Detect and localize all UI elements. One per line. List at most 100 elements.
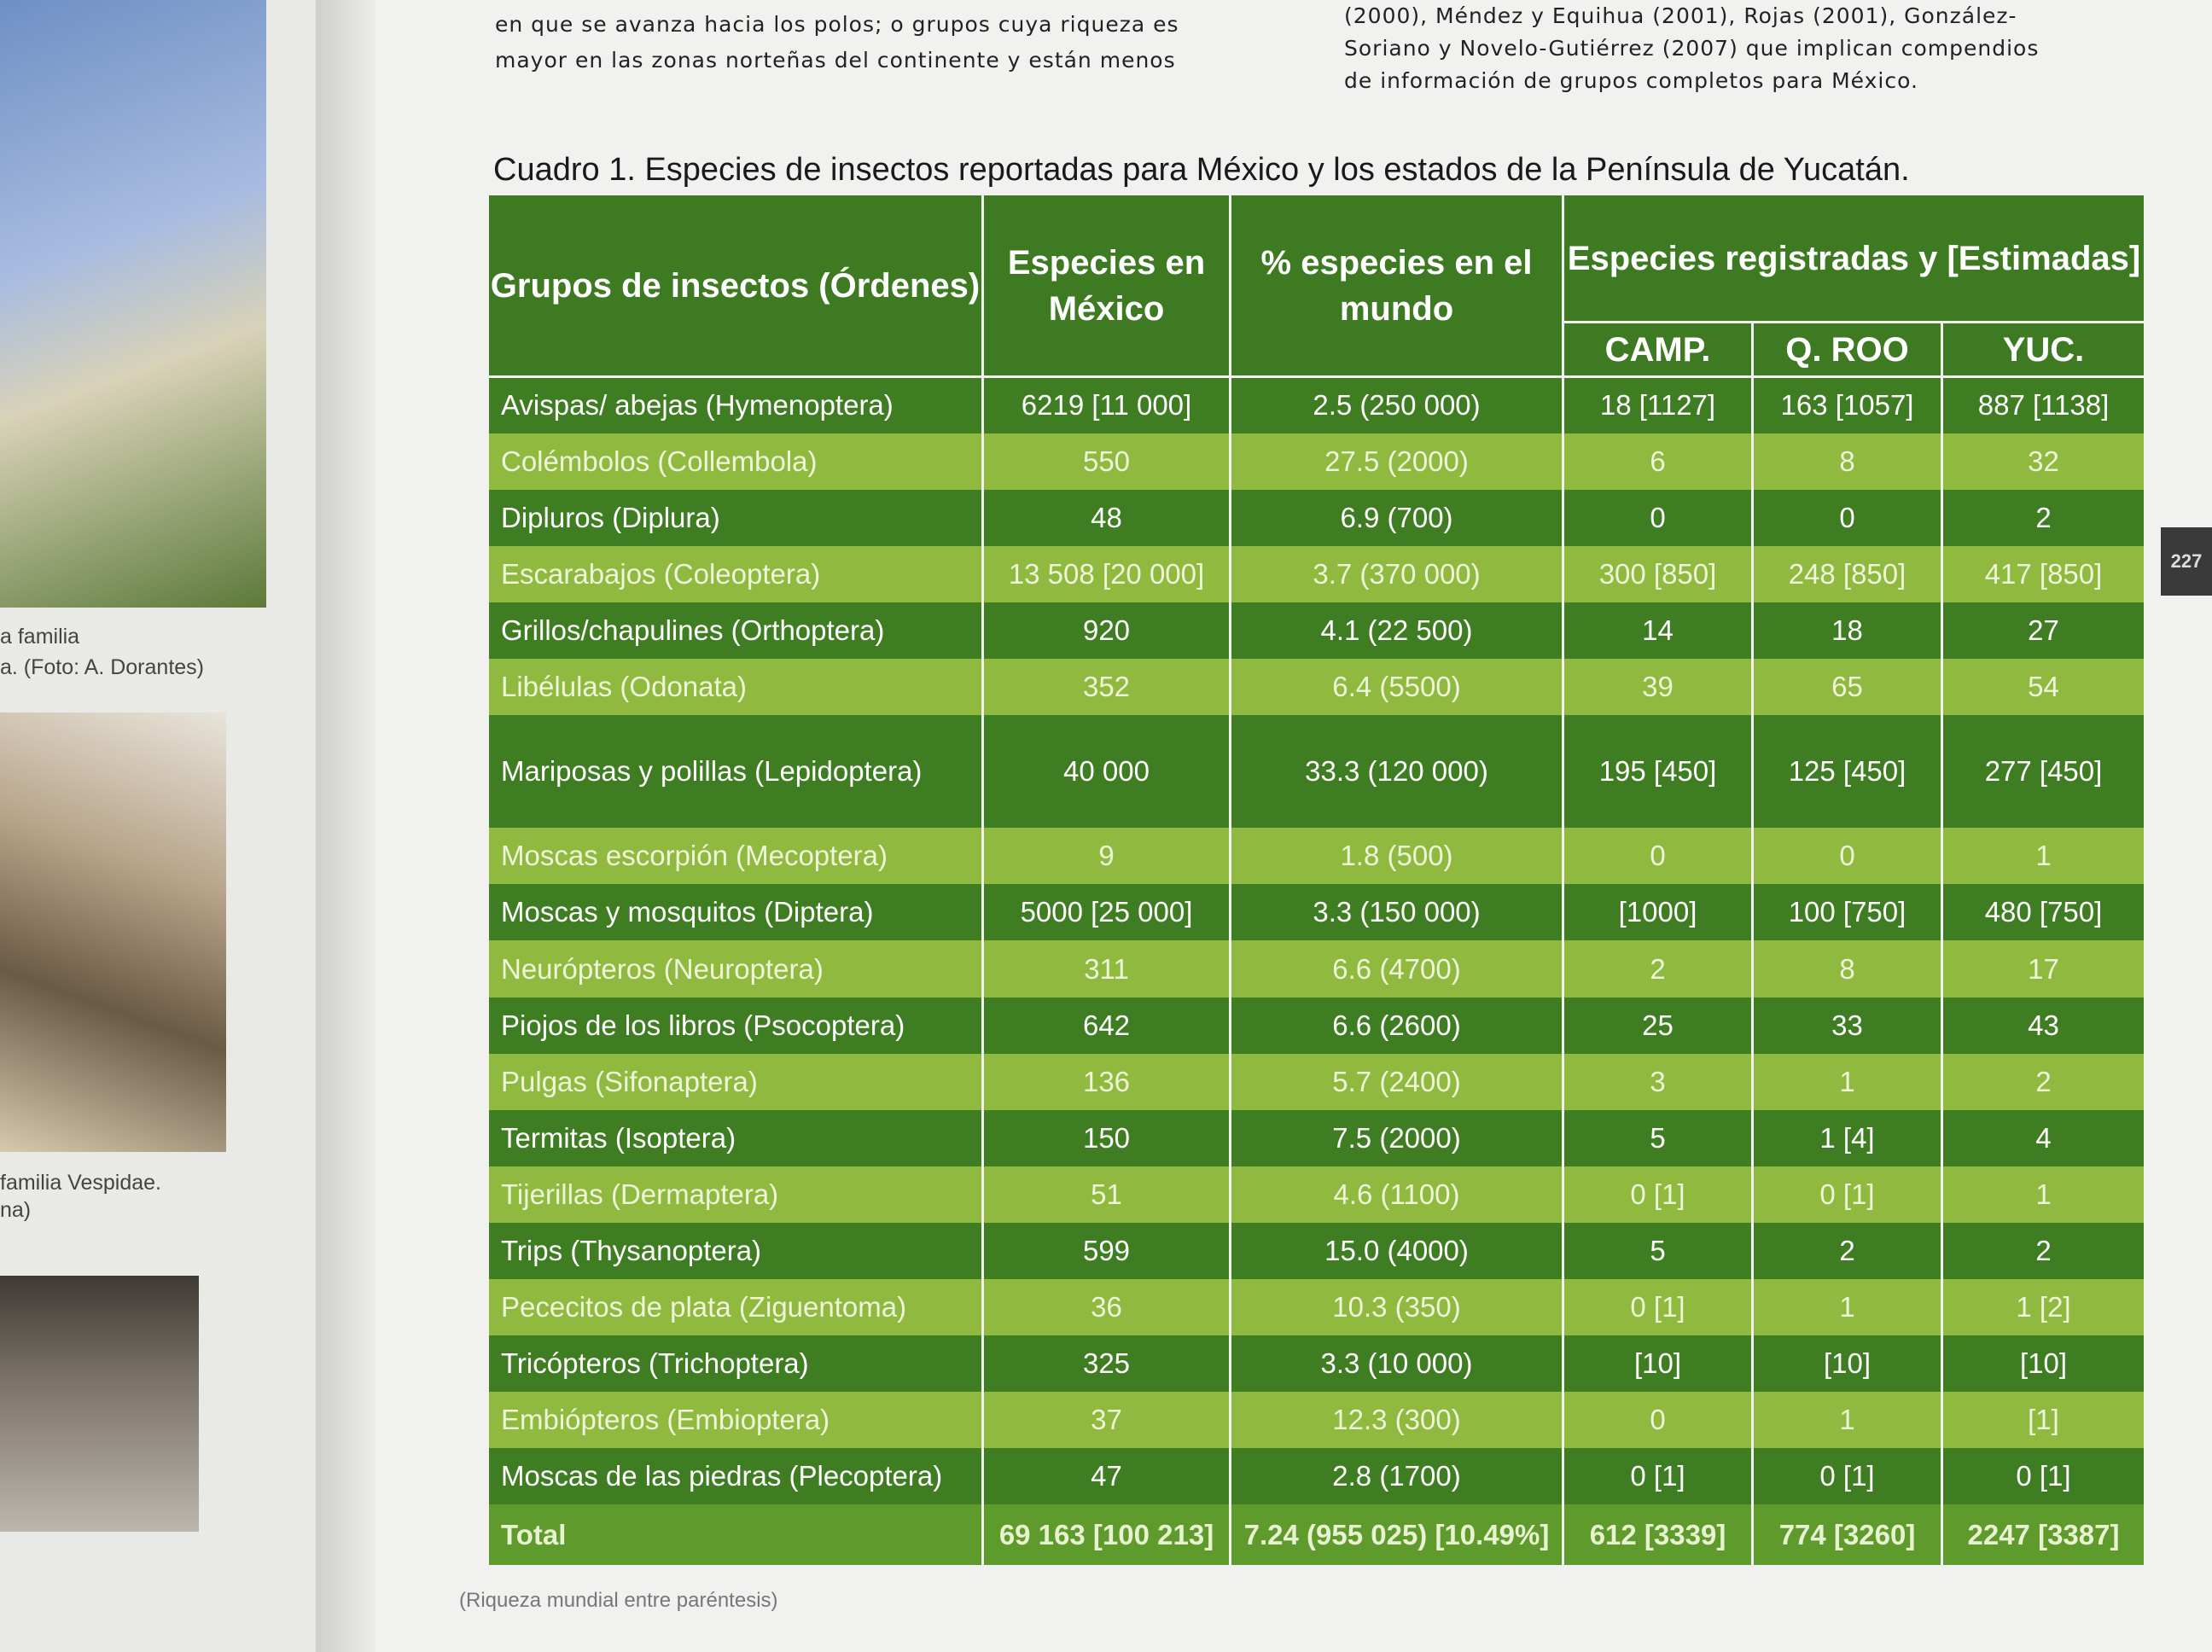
value-cell: 2 [1562,940,1754,998]
footnote: (Riqueza mundial entre paréntesis) [459,1589,778,1612]
group-cell: Tijerillas (Dermaptera) [486,1166,984,1223]
value-cell: 612 [3339] [1562,1504,1754,1565]
value-cell: 9 [981,828,1231,885]
value-cell: 150 [981,1109,1231,1166]
value-cell: 0 [1] [1562,1448,1754,1505]
value-cell: 4.6 (1100) [1229,1166,1564,1223]
value-cell: 3.3 (10 000) [1229,1335,1564,1393]
header-cell: Especies registradas y [Estimadas] [1562,193,2146,323]
value-cell: 2247 [3387] [1941,1504,2146,1565]
caption: familia Vespidae. [0,1171,162,1195]
value-cell: 1 [4] [1751,1109,1943,1166]
body-text: de información de grupos completos para … [1344,68,1918,93]
value-cell: 27 [1941,602,2146,659]
group-cell: Dipluros (Diplura) [486,489,984,546]
value-cell: 4 [1941,1109,2146,1166]
table-row: Piojos de los libros (Psocoptera) 642 6.6 … [486,997,2146,1054]
value-cell: 550 [981,433,1231,490]
photo-wasp [0,713,226,1152]
value-cell: 0 [1562,1392,1754,1449]
value-cell: 136 [981,1053,1231,1110]
value-cell: [1] [1941,1392,2146,1449]
group-cell: Trips (Thysanoptera) [486,1222,984,1280]
table-row: Pececitos de plata (Ziguentoma) 36 10.3 (3… [486,1279,2146,1336]
table-row: Pulgas (Sifonaptera) 136 5.7 (2400) 3 1 2 [486,1053,2146,1110]
value-cell: 3.7 (370 000) [1229,545,1564,602]
value-cell: 40 000 [981,715,1231,829]
value-cell: 18 [1127] [1562,376,1754,433]
value-cell: 1 [1751,1392,1943,1449]
table-row: Neurópteros (Neuroptera) 311 6.6 (4700) 2 8 1… [486,940,2146,998]
value-cell: 33.3 (120 000) [1229,715,1564,829]
value-cell: 8 [1751,433,1943,490]
header-cell: Especies en México [981,193,1231,378]
value-cell: 15.0 (4000) [1229,1222,1564,1280]
value-cell: 887 [1138] [1941,376,2146,433]
value-cell: 43 [1941,997,2146,1054]
value-cell: 2 [1751,1222,1943,1280]
header-cell: % especies en el mundo [1229,193,1564,378]
value-cell: 6 [1562,433,1754,490]
value-cell: 36 [981,1279,1231,1336]
value-cell: 920 [981,602,1231,659]
gutter [316,0,384,1652]
value-cell: 6.4 (5500) [1229,658,1564,716]
table-row: Dipluros (Diplura) 48 6.9 (700) 0 0 2 [486,489,2146,546]
value-cell: 37 [981,1392,1231,1449]
group-cell: Piojos de los libros (Psocoptera) [486,997,984,1054]
value-cell: 1 [1751,1279,1943,1336]
value-cell: 51 [981,1166,1231,1223]
subheader-cell: Q. ROO [1751,321,1943,378]
value-cell: 69 163 [100 213] [981,1504,1231,1565]
table-row: Libélulas (Odonata) 352 6.4 (5500) 39 65 54 [486,658,2146,716]
table-caption: Cuadro 1. Especies de insectos reportada… [493,152,1910,188]
value-cell: 6219 [11 000] [981,376,1231,433]
body-text: en que se avanza hacia los polos; o grup… [495,12,1179,37]
table-row: Termitas (Isoptera) 150 7.5 (2000) 5 1 [4] 4 [486,1109,2146,1166]
value-cell: 0 [1751,489,1943,546]
value-cell: 33 [1751,997,1943,1054]
value-cell: 5.7 (2400) [1229,1053,1564,1110]
value-cell: 0 [1751,828,1943,885]
value-cell: 5 [1562,1109,1754,1166]
table-row: Avispas/ abejas (Hymenoptera) 6219 [11 00… [486,376,2146,433]
value-cell: 0 [1] [1751,1166,1943,1223]
value-cell: 39 [1562,658,1754,716]
value-cell: 32 [1941,433,2146,490]
group-cell: Mariposas y polillas (Lepidoptera) [486,715,984,829]
value-cell: 642 [981,997,1231,1054]
group-cell: Tricópteros (Trichoptera) [486,1335,984,1393]
table-row: Mariposas y polillas (Lepidoptera) 40 000… [486,715,2146,829]
group-cell: Escarabajos (Coleoptera) [486,545,984,602]
left-page: a familia a. (Foto: A. Dorantes) familia… [0,0,324,1652]
value-cell: 3 [1562,1053,1754,1110]
table-row: Total 69 163 [100 213] 7.24 (955 025) [10.… [486,1504,2146,1565]
value-cell: 277 [450] [1941,715,2146,829]
value-cell: 14 [1562,602,1754,659]
value-cell: 1 [1941,828,2146,885]
value-cell: 3.3 (150 000) [1229,884,1564,941]
value-cell: 2 [1941,1222,2146,1280]
table-row: Embiópteros (Embioptera) 37 12.3 (300) 0 1 [1… [486,1392,2146,1449]
value-cell: 195 [450] [1562,715,1754,829]
group-cell: Moscas y mosquitos (Diptera) [486,884,984,941]
value-cell: 125 [450] [1751,715,1943,829]
value-cell: 1 [2] [1941,1279,2146,1336]
value-cell: 325 [981,1335,1231,1393]
value-cell: [10] [1562,1335,1754,1393]
value-cell: 13 508 [20 000] [981,545,1231,602]
value-cell: 0 [1562,828,1754,885]
value-cell: 0 [1562,489,1754,546]
value-cell: [10] [1751,1335,1943,1393]
value-cell: 417 [850] [1941,545,2146,602]
value-cell: 352 [981,658,1231,716]
table-row: Trips (Thysanoptera) 599 15.0 (4000) 5 2 2 [486,1222,2146,1280]
group-cell: Moscas de las piedras (Plecoptera) [486,1448,984,1505]
value-cell: 0 [1] [1751,1448,1943,1505]
value-cell: 54 [1941,658,2146,716]
value-cell: 6.6 (4700) [1229,940,1564,998]
value-cell: 10.3 (350) [1229,1279,1564,1336]
value-cell: 248 [850] [1751,545,1943,602]
value-cell: 17 [1941,940,2146,998]
